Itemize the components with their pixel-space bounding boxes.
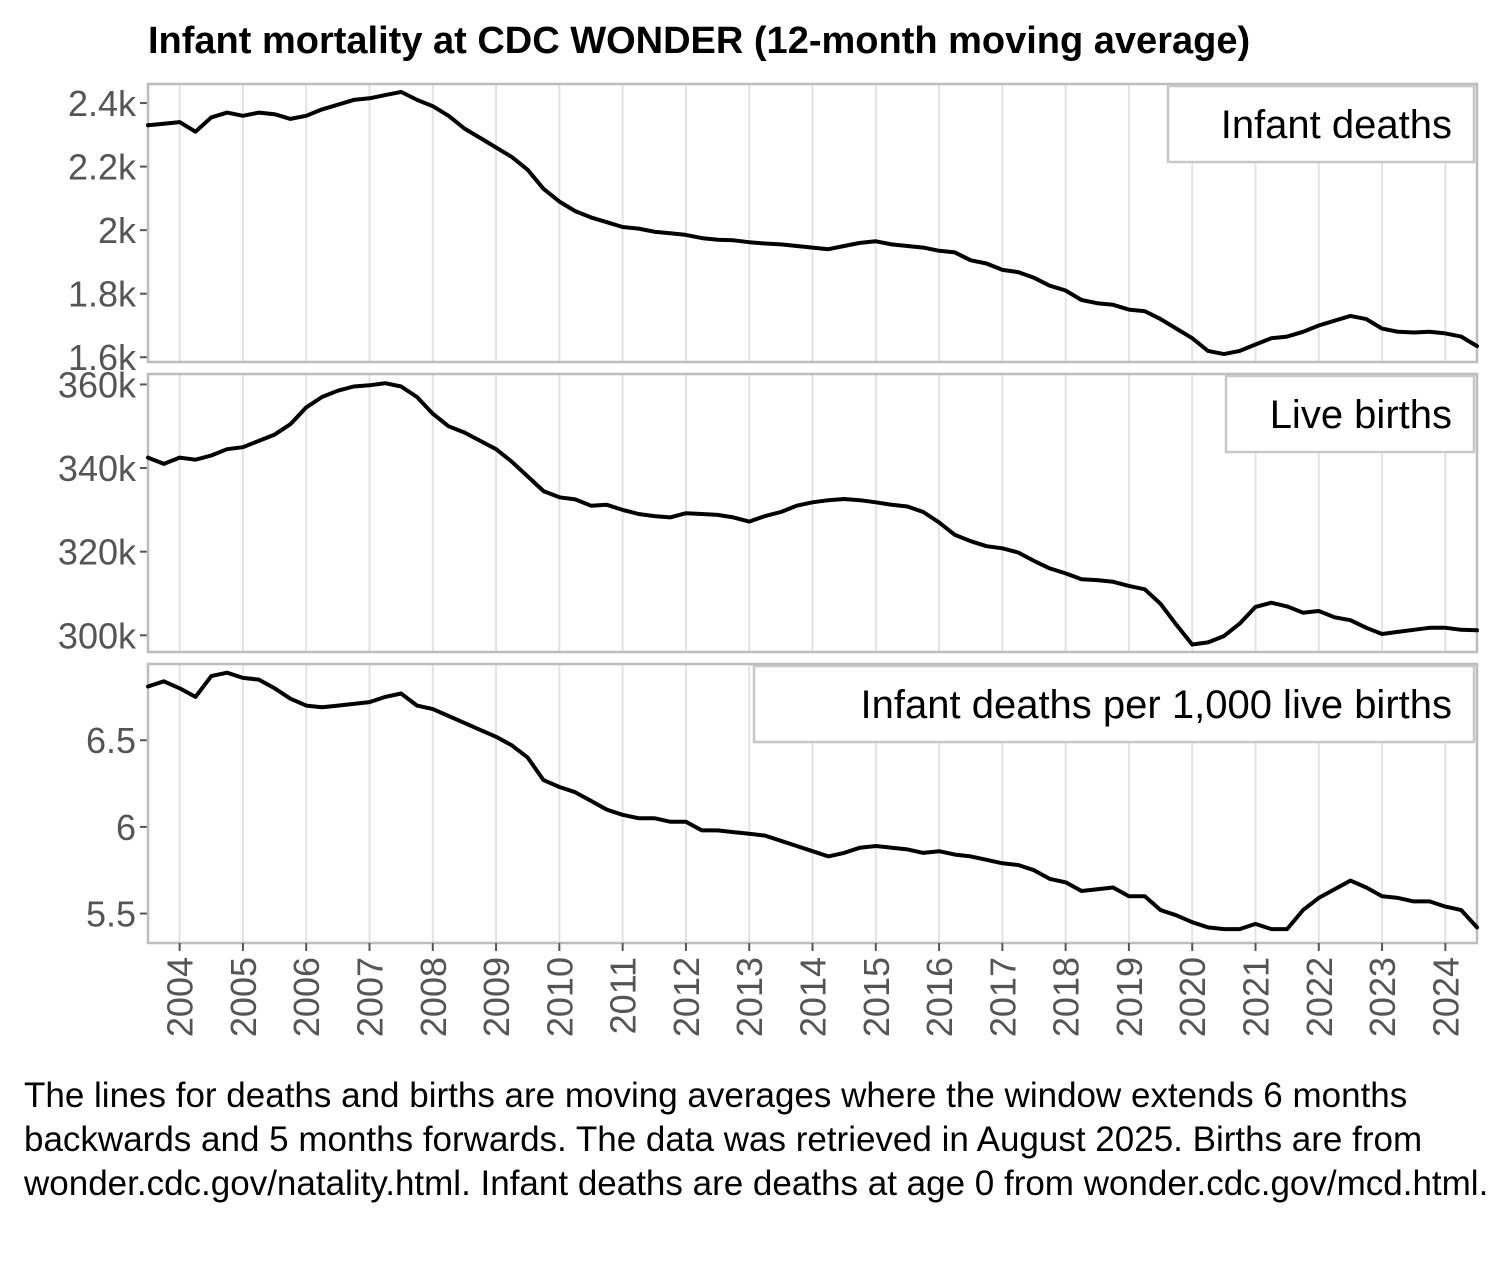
y-tick-label: 300k — [58, 615, 137, 656]
x-tick-label: 2006 — [286, 957, 327, 1037]
panel-border — [146, 372, 1479, 654]
y-tick-label: 6 — [116, 807, 136, 848]
x-tick-label: 2024 — [1425, 957, 1466, 1037]
y-tick-label: 6.5 — [86, 720, 136, 761]
y-tick-label: 2k — [98, 210, 137, 251]
y-tick-label: 1.8k — [68, 274, 137, 315]
x-tick-label: 2015 — [856, 957, 897, 1037]
x-tick-label: 2020 — [1172, 957, 1213, 1037]
x-tick-label: 2013 — [729, 957, 770, 1037]
y-tick-label: 320k — [58, 532, 137, 573]
x-tick-label: 2019 — [1109, 957, 1150, 1037]
x-tick-label: 2011 — [603, 957, 644, 1034]
panel-2: 300k 320k 340k 360k Live births — [58, 364, 1479, 656]
series-line — [146, 381, 1479, 647]
panel-1: 1.6k 1.8k 2k 2.2k 2.4k Infant deaths — [68, 82, 1479, 378]
x-tick-label: 2010 — [539, 957, 580, 1037]
strip-label: Live births — [1270, 393, 1452, 437]
y-tick-label: 5.5 — [86, 894, 136, 935]
strip-box — [1224, 374, 1476, 454]
x-tick-label: 2007 — [350, 957, 391, 1037]
y-tick-label: 2.4k — [68, 83, 137, 124]
y-tick-label: 2.2k — [68, 147, 137, 188]
x-tick-label: 2023 — [1362, 957, 1403, 1037]
y-tick-label: 360k — [58, 364, 137, 405]
strip-label: Infant deaths per 1,000 live births — [861, 683, 1452, 727]
x-tick-label: 2005 — [223, 957, 264, 1037]
strip-box — [1166, 84, 1476, 164]
x-tick-label: 2009 — [476, 957, 517, 1037]
y-tick-label: 340k — [58, 448, 137, 489]
chart-caption: The lines for deaths and births are movi… — [24, 1076, 1489, 1203]
x-tick-label: 2012 — [666, 957, 707, 1037]
strip-label: Infant deaths — [1221, 103, 1452, 147]
panel-border — [146, 82, 1479, 364]
x-tick-label: 2017 — [982, 957, 1023, 1037]
series-line — [146, 670, 1479, 932]
x-tick-label: 2018 — [1046, 957, 1087, 1037]
x-tick-label: 2008 — [413, 957, 454, 1037]
panel-3: 5.5 6 6.5 Infant deaths per 1,000 live birt… — [86, 662, 1479, 945]
chart-title: Infant mortality at CDC WONDER (12-month… — [148, 20, 1251, 62]
series-line — [146, 89, 1479, 357]
x-tick-label: 2022 — [1299, 957, 1340, 1037]
x-tick-label: 2004 — [160, 957, 201, 1037]
x-tick-label: 2016 — [919, 957, 960, 1037]
x-tick-label: 2021 — [1236, 957, 1277, 1037]
x-tick-label: 2014 — [793, 957, 834, 1037]
strip-box — [752, 664, 1476, 744]
y-tick-label: 1.6k — [68, 337, 137, 378]
